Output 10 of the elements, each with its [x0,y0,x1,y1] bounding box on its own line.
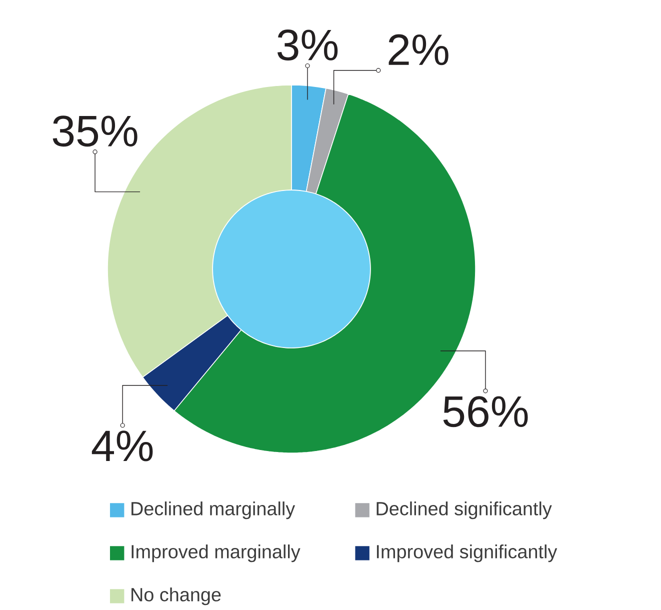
legend-label: No change [132,587,221,606]
data-label: 4% [92,430,153,462]
legend-label: Declined marginally [132,501,296,520]
legend-label: Declined significantly [376,501,552,520]
legend-label: Improved marginally [132,544,300,562]
data-label: 35% [52,116,138,147]
data-label: 3% [278,30,338,61]
legend-label: Improved significantly [376,544,558,562]
data-label: 2% [388,34,448,66]
data-label: 56% [443,396,528,428]
